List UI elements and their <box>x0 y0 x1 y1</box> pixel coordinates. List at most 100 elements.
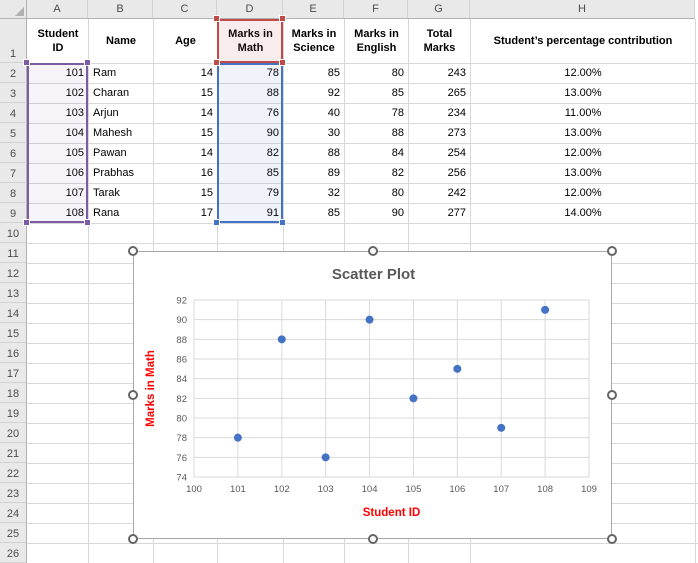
row-header-17[interactable]: 17 <box>0 363 27 383</box>
cell-A7[interactable]: 106 <box>65 166 84 179</box>
cell-A1[interactable]: Student ID <box>37 27 79 54</box>
row-header-2[interactable]: 2 <box>0 63 27 83</box>
cell-D7[interactable]: 85 <box>266 166 279 179</box>
cell-B1[interactable]: Name <box>106 34 136 47</box>
cell-D6[interactable]: 82 <box>266 146 279 159</box>
cell-F5[interactable]: 88 <box>391 126 404 139</box>
column-header-B[interactable]: B <box>88 0 153 19</box>
row-header-14[interactable]: 14 <box>0 303 27 323</box>
category-range-highlight-handle[interactable] <box>84 59 91 66</box>
cell-B3[interactable]: Charan <box>93 86 130 99</box>
row-header-11[interactable]: 11 <box>0 243 27 263</box>
row-header-6[interactable]: 6 <box>0 143 27 163</box>
cell-E6[interactable]: 88 <box>327 146 340 159</box>
cell-G7[interactable]: 256 <box>447 166 466 179</box>
cell-E4[interactable]: 40 <box>327 106 340 119</box>
cell-B7[interactable]: Prabhas <box>93 166 134 179</box>
cell-H5[interactable]: 13.00% <box>564 126 602 139</box>
cell-C1[interactable]: Age <box>175 34 196 47</box>
cell-B5[interactable]: Mahesh <box>93 126 133 139</box>
select-all-corner[interactable] <box>0 0 27 19</box>
cell-H3[interactable]: 13.00% <box>564 86 602 99</box>
cell-B2[interactable]: Ram <box>93 66 117 79</box>
category-range-highlight[interactable] <box>27 63 88 223</box>
y-axis-title[interactable]: Marks in Math <box>145 350 157 427</box>
cell-G3[interactable]: 265 <box>447 86 466 99</box>
category-range-highlight-handle[interactable] <box>84 219 91 226</box>
cell-A5[interactable]: 104 <box>65 126 84 139</box>
cell-A4[interactable]: 103 <box>65 106 84 119</box>
cell-C6[interactable]: 14 <box>200 146 213 159</box>
row-header-3[interactable]: 3 <box>0 83 27 103</box>
cell-H6[interactable]: 12.00% <box>564 146 602 159</box>
chart-handle-sw[interactable] <box>128 534 138 544</box>
row-header-21[interactable]: 21 <box>0 443 27 463</box>
cell-F4[interactable]: 78 <box>391 106 404 119</box>
data-point[interactable] <box>365 315 374 324</box>
cell-C8[interactable]: 15 <box>200 186 213 199</box>
data-point[interactable] <box>497 423 506 432</box>
cell-D9[interactable]: 91 <box>266 206 279 219</box>
cell-G2[interactable]: 243 <box>447 66 466 79</box>
row-header-13[interactable]: 13 <box>0 283 27 303</box>
row-header-20[interactable]: 20 <box>0 423 27 443</box>
cell-F6[interactable]: 84 <box>391 146 404 159</box>
row-header-24[interactable]: 24 <box>0 503 27 523</box>
row-header-26[interactable]: 26 <box>0 543 27 563</box>
series-name-highlight-handle[interactable] <box>279 59 286 66</box>
data-point[interactable] <box>233 433 242 442</box>
row-header-19[interactable]: 19 <box>0 403 27 423</box>
cell-A2[interactable]: 101 <box>65 66 84 79</box>
cell-D8[interactable]: 79 <box>266 186 279 199</box>
cell-D4[interactable]: 76 <box>266 106 279 119</box>
cell-C3[interactable]: 15 <box>200 86 213 99</box>
cell-F1[interactable]: Marks in English <box>354 27 399 54</box>
row-header-8[interactable]: 8 <box>0 183 27 203</box>
cell-E3[interactable]: 92 <box>327 86 340 99</box>
cell-H8[interactable]: 12.00% <box>564 186 602 199</box>
cell-D1[interactable]: Marks in Math <box>228 27 273 54</box>
chart-title[interactable]: Scatter Plot <box>332 266 415 283</box>
cell-E1[interactable]: Marks in Science <box>291 27 337 54</box>
column-header-G[interactable]: G <box>408 0 470 19</box>
cell-F3[interactable]: 85 <box>391 86 404 99</box>
cell-C5[interactable]: 15 <box>200 126 213 139</box>
row-header-22[interactable]: 22 <box>0 463 27 483</box>
column-header-C[interactable]: C <box>153 0 217 19</box>
category-range-highlight-handle[interactable] <box>23 59 30 66</box>
category-range-highlight-handle[interactable] <box>23 219 30 226</box>
cell-B6[interactable]: Pawan <box>93 146 127 159</box>
x-axis-title[interactable]: Student ID <box>363 507 421 519</box>
series-name-highlight-handle[interactable] <box>213 15 220 22</box>
cell-E2[interactable]: 85 <box>327 66 340 79</box>
row-header-10[interactable]: 10 <box>0 223 27 243</box>
series-name-highlight-handle[interactable] <box>279 15 286 22</box>
cell-H7[interactable]: 13.00% <box>564 166 602 179</box>
column-header-F[interactable]: F <box>344 0 408 19</box>
cell-H9[interactable]: 14.00% <box>564 206 602 219</box>
cell-G6[interactable]: 254 <box>447 146 466 159</box>
series-name-highlight-handle[interactable] <box>213 59 220 66</box>
column-header-A[interactable]: A <box>27 0 88 19</box>
chart-handle-ne[interactable] <box>607 246 617 256</box>
cell-F2[interactable]: 80 <box>391 66 404 79</box>
cell-H1[interactable]: Student’s percentage contribution <box>493 34 673 47</box>
cell-D5[interactable]: 90 <box>266 126 279 139</box>
cell-A3[interactable]: 102 <box>65 86 84 99</box>
cell-C7[interactable]: 16 <box>200 166 213 179</box>
row-header-16[interactable]: 16 <box>0 343 27 363</box>
row-header-5[interactable]: 5 <box>0 123 27 143</box>
values-range-highlight-handle[interactable] <box>213 219 220 226</box>
cell-E8[interactable]: 32 <box>327 186 340 199</box>
cell-F8[interactable]: 80 <box>391 186 404 199</box>
row-header-15[interactable]: 15 <box>0 323 27 343</box>
cell-B9[interactable]: Rana <box>93 206 120 219</box>
cell-D3[interactable]: 88 <box>266 86 279 99</box>
cell-D2[interactable]: 78 <box>266 66 279 79</box>
row-header-1[interactable]: 1 <box>0 19 27 63</box>
cell-B4[interactable]: Arjun <box>93 106 119 119</box>
values-range-highlight-handle[interactable] <box>279 219 286 226</box>
cell-G4[interactable]: 234 <box>447 106 466 119</box>
series-name-highlight[interactable] <box>217 19 283 63</box>
data-point[interactable] <box>321 453 330 462</box>
